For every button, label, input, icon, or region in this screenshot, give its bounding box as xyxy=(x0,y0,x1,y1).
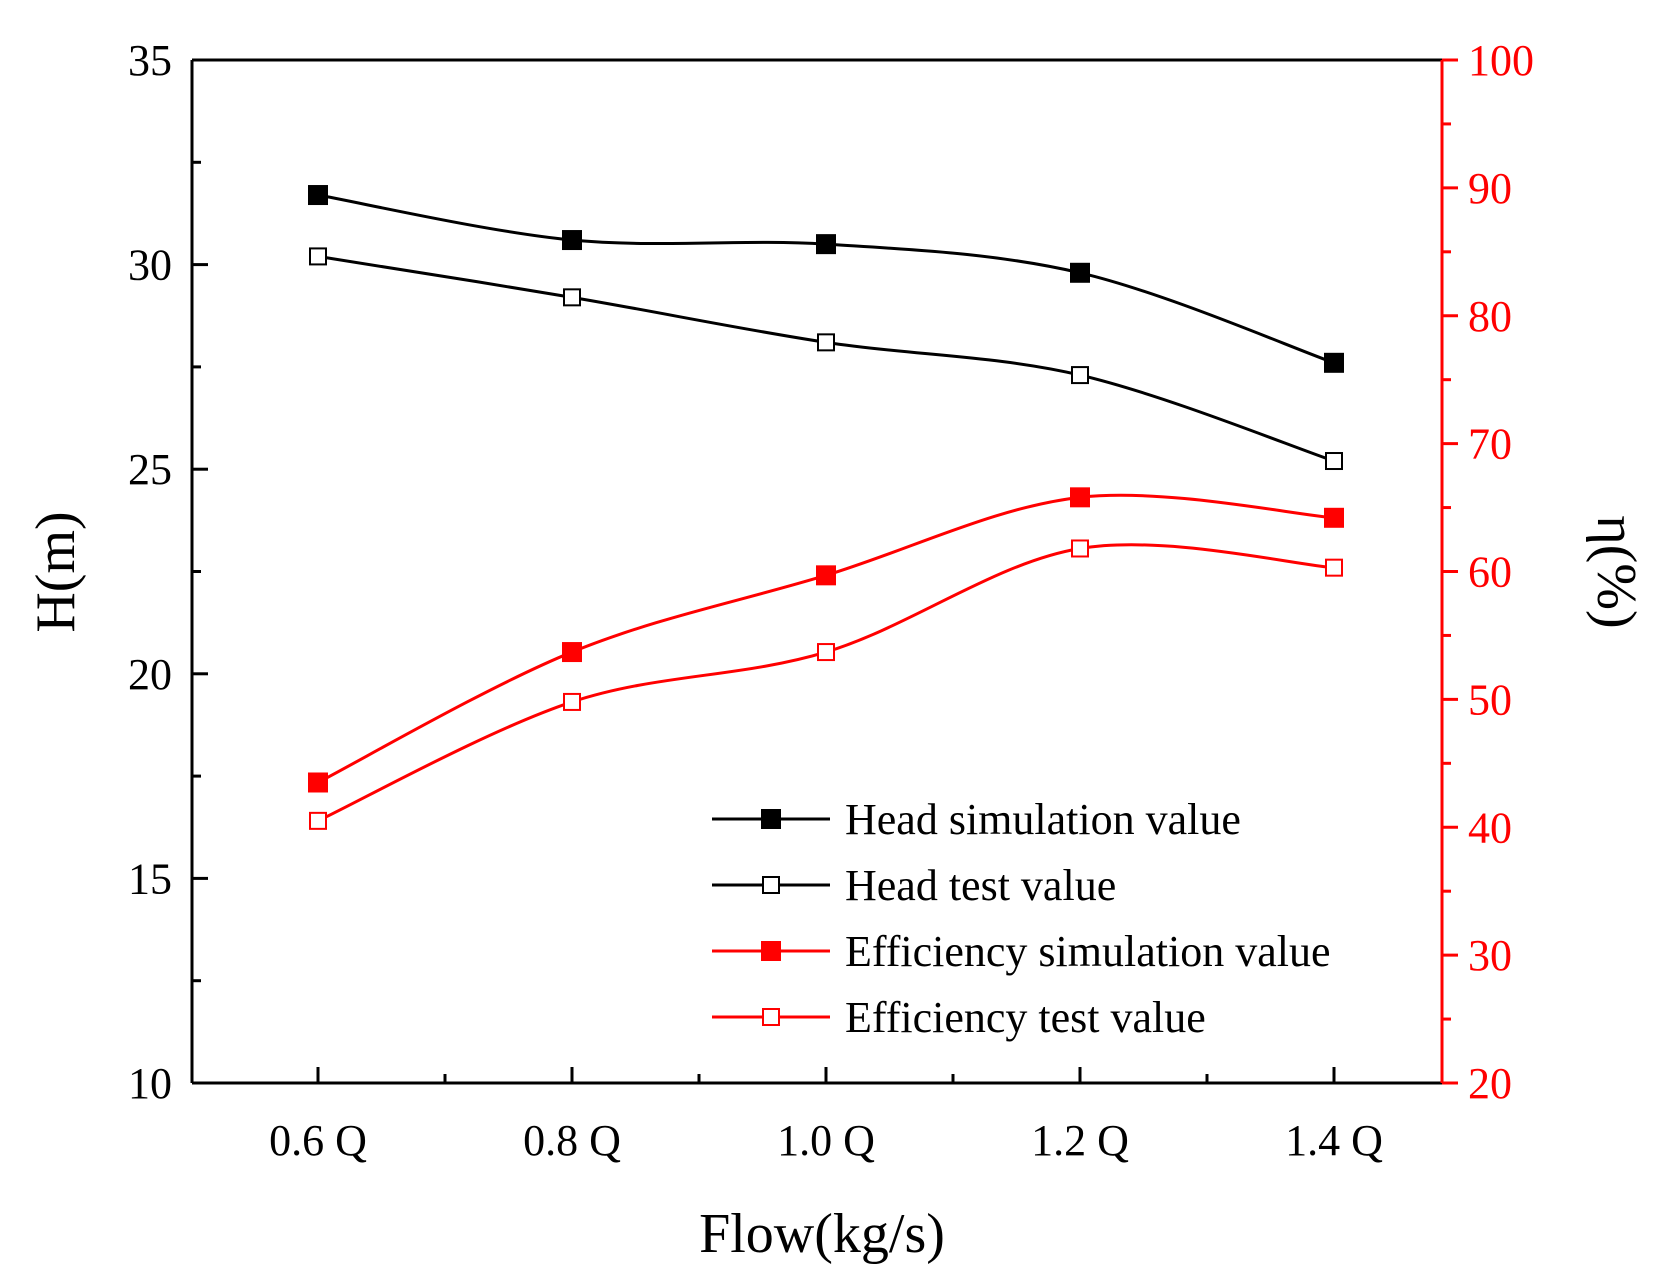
data-point-marker xyxy=(562,642,582,663)
x-tick-label: 1.4 Q xyxy=(1285,1116,1383,1165)
data-point-marker xyxy=(563,288,581,307)
data-point-marker xyxy=(817,333,835,352)
series-line xyxy=(317,493,1335,784)
y-axis-right-title: η(%) xyxy=(1585,515,1647,628)
y-right-tick-label: 20 xyxy=(1468,1059,1512,1108)
data-point-marker xyxy=(1070,487,1090,508)
y-left-tick-label: 35 xyxy=(128,36,172,85)
series-4 xyxy=(309,539,1343,830)
x-tick-label: 0.8 Q xyxy=(523,1116,621,1165)
data-point-marker xyxy=(1325,452,1343,471)
data-point-marker xyxy=(308,185,328,206)
y-right-tick-label: 60 xyxy=(1468,548,1512,597)
series-layer xyxy=(308,185,1344,830)
data-point-marker xyxy=(309,811,327,830)
y-left-tick-label: 25 xyxy=(128,445,172,494)
legend-item: Efficiency simulation value xyxy=(712,927,1330,976)
x-tick-label: 1.2 Q xyxy=(1031,1116,1129,1165)
data-point-marker xyxy=(1071,539,1089,558)
data-point-marker xyxy=(816,565,836,586)
plot-frame xyxy=(190,58,1444,1085)
data-point-marker xyxy=(816,234,836,255)
data-point-marker xyxy=(563,692,581,711)
legend-label: Head simulation value xyxy=(845,795,1241,844)
legend-item: Efficiency test value xyxy=(712,993,1206,1042)
legend-label: Efficiency test value xyxy=(845,993,1206,1042)
legend-label: Head test value xyxy=(845,861,1116,910)
legend-item: Head simulation value xyxy=(712,795,1241,844)
y-right-tick-label: 80 xyxy=(1468,292,1512,341)
legend-marker xyxy=(761,941,781,961)
y-right-tick-label: 40 xyxy=(1468,803,1512,852)
legend-label: Efficiency simulation value xyxy=(845,927,1330,976)
data-point-marker xyxy=(1324,352,1344,373)
y-left-tick-label: 10 xyxy=(128,1059,172,1108)
legend-item: Head test value xyxy=(712,861,1116,910)
series-2 xyxy=(309,247,1343,471)
series-line xyxy=(317,254,1335,463)
y-left-tick-label: 15 xyxy=(128,854,172,903)
y-left-tick-label: 30 xyxy=(128,241,172,290)
x-axis-title: Flow(kg/s) xyxy=(699,1203,945,1265)
y-right-tick-label: 100 xyxy=(1468,36,1534,85)
data-point-marker xyxy=(817,643,835,662)
y-right-tick-label: 30 xyxy=(1468,931,1512,980)
series-1 xyxy=(308,185,1344,373)
tick-labels: 10 15 20 25 30 35 20 30 40 50 60 70 80 90 100 0.6 Q 0.8 … xyxy=(128,36,1534,1165)
data-point-marker xyxy=(1070,262,1090,283)
x-tick-label: 1.0 Q xyxy=(777,1116,875,1165)
legend-marker xyxy=(762,876,780,894)
legend-marker xyxy=(761,809,781,829)
y-right-tick-label: 90 xyxy=(1468,164,1512,213)
series-line xyxy=(317,543,1335,823)
y-right-tick-label: 70 xyxy=(1468,420,1512,469)
x-tick-label: 0.6 Q xyxy=(269,1116,367,1165)
legend: Head simulation value Head test value Effi… xyxy=(712,795,1330,1042)
legend-marker xyxy=(762,1008,780,1026)
data-point-marker xyxy=(308,772,328,793)
y-left-tick-label: 20 xyxy=(128,650,172,699)
data-point-marker xyxy=(309,247,327,266)
series-3 xyxy=(308,487,1344,793)
data-point-marker xyxy=(1324,507,1344,528)
data-point-marker xyxy=(1325,558,1343,577)
data-point-marker xyxy=(562,230,582,251)
y-right-tick-label: 50 xyxy=(1468,675,1512,724)
y-axis-left-title: H(m) xyxy=(25,511,87,632)
data-point-marker xyxy=(1071,366,1089,385)
